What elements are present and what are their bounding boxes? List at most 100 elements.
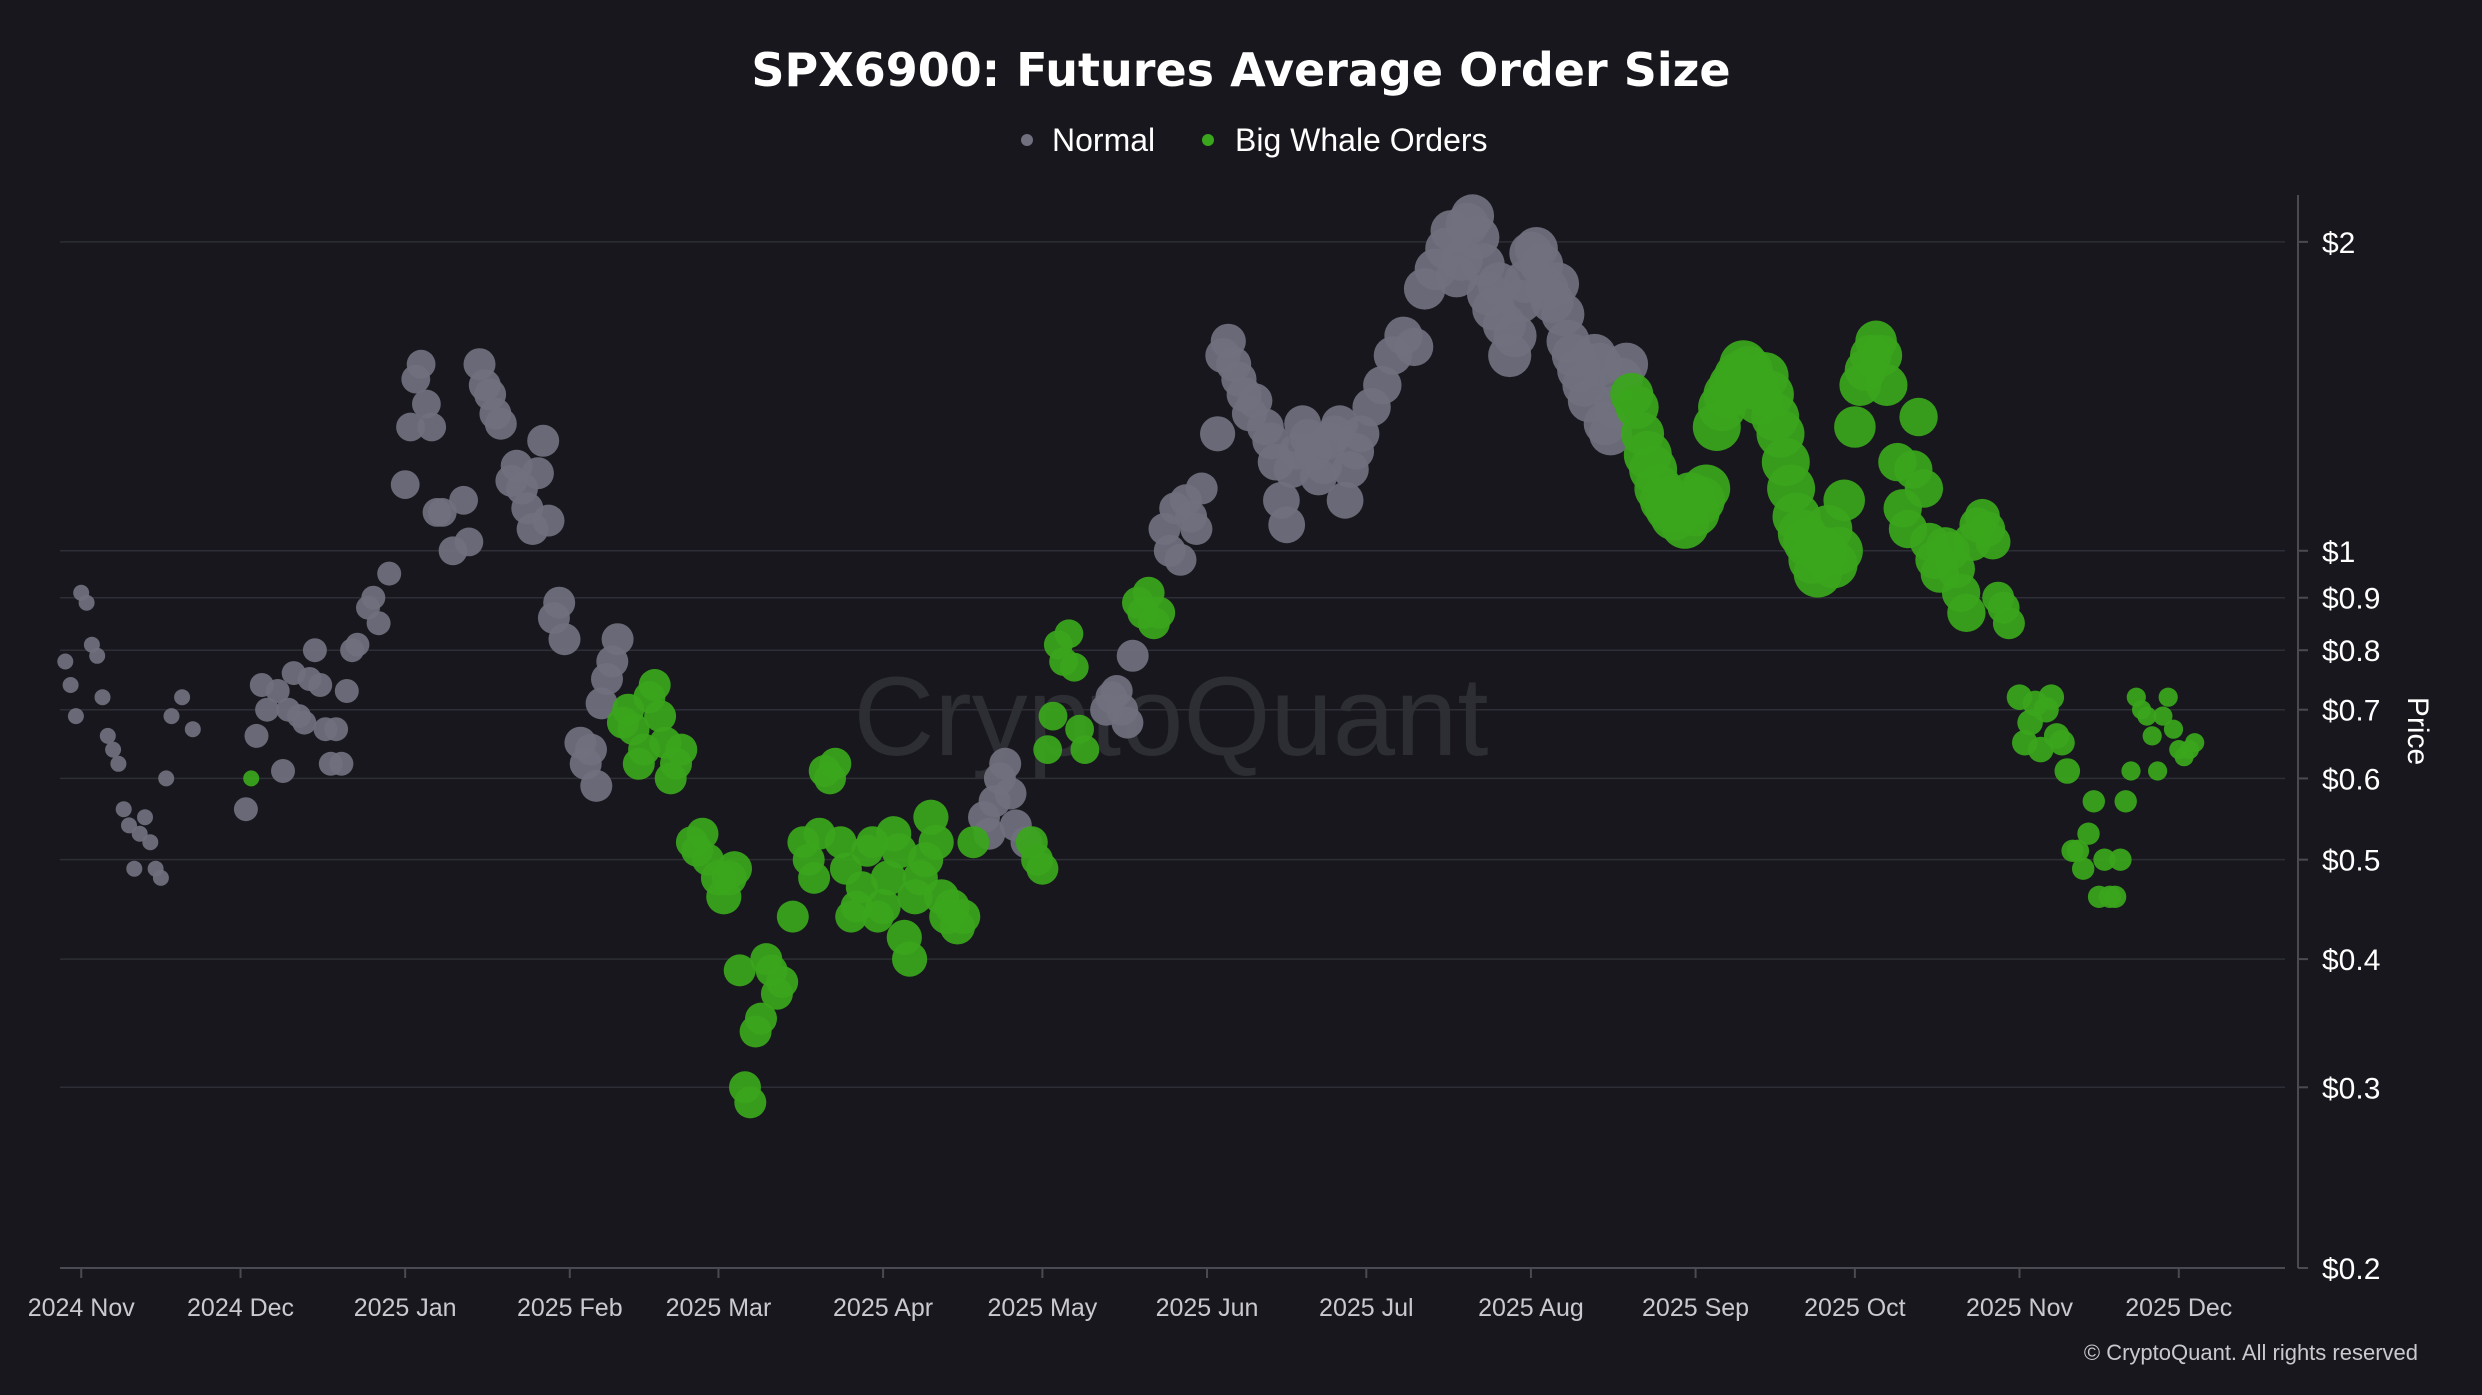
normal-order-point bbox=[105, 741, 122, 758]
big-whale-order-point bbox=[865, 889, 901, 925]
big-whale-order-point bbox=[1975, 524, 2011, 560]
normal-order-point bbox=[1493, 314, 1537, 358]
normal-order-point bbox=[412, 389, 441, 419]
legend: Normal Big Whale Orders bbox=[1021, 122, 1488, 158]
big-whale-order-point bbox=[2066, 839, 2090, 862]
y-tick-label: $0.2 bbox=[2322, 1253, 2380, 1286]
big-whale-order-point bbox=[745, 1002, 777, 1035]
x-tick-label: 2024 Dec bbox=[187, 1294, 294, 1322]
big-whale-order-point bbox=[638, 669, 671, 701]
big-whale-order-point bbox=[1823, 479, 1865, 522]
big-whale-order-point bbox=[2153, 706, 2173, 726]
normal-order-point bbox=[99, 727, 116, 744]
normal-order-point bbox=[62, 677, 79, 693]
normal-order-point bbox=[484, 407, 517, 440]
normal-order-point bbox=[152, 869, 169, 886]
big-whale-order-point bbox=[766, 966, 799, 998]
normal-order-point bbox=[390, 470, 420, 499]
x-ticks: 2024 Nov 2024 Dec 2025 Jan 2025 Feb 2025 Mar… bbox=[28, 1268, 2232, 1322]
normal-order-point bbox=[575, 733, 607, 766]
x-tick-label: 2025 Oct bbox=[1804, 1294, 1906, 1322]
big-whale-order-point bbox=[2072, 857, 2095, 880]
normal-order-point bbox=[601, 623, 634, 656]
normal-order-point bbox=[1111, 706, 1144, 739]
big-whale-order-point bbox=[2158, 687, 2178, 707]
normal-order-point bbox=[989, 747, 1022, 780]
y-tick-label: $0.9 bbox=[2322, 583, 2380, 616]
y-tick-label: $0.6 bbox=[2322, 763, 2380, 796]
x-tick-label: 2024 Nov bbox=[28, 1294, 136, 1322]
big-whale-order-point bbox=[824, 826, 857, 859]
normal-order-point bbox=[1326, 481, 1364, 519]
big-whale-order-point bbox=[1026, 852, 1059, 885]
normal-order-point bbox=[57, 653, 74, 670]
big-whale-order-point bbox=[819, 747, 852, 780]
normal-order-point bbox=[527, 424, 560, 457]
normal-order-point bbox=[174, 689, 191, 706]
big-whale-order-point bbox=[1865, 364, 1908, 407]
normal-order-point bbox=[89, 647, 106, 664]
big-whale-order-point bbox=[2142, 726, 2162, 746]
big-whale-order-point bbox=[2163, 719, 2184, 739]
big-whale-order-point bbox=[1059, 652, 1089, 682]
series-normal bbox=[57, 194, 1649, 886]
normal-order-point bbox=[244, 723, 269, 748]
normal-order-point bbox=[427, 498, 457, 527]
normal-order-point bbox=[110, 755, 127, 772]
big-whale-order-point bbox=[2109, 848, 2132, 871]
x-tick-label: 2025 Sep bbox=[1642, 1294, 1749, 1322]
normal-order-point bbox=[94, 689, 111, 706]
x-tick-label: 2025 Jan bbox=[354, 1294, 457, 1322]
legend-item-normal[interactable]: Normal bbox=[1021, 122, 1155, 158]
legend-marker-big-whale-orders bbox=[1202, 134, 1214, 146]
normal-order-point bbox=[585, 687, 618, 720]
big-whale-order-point bbox=[957, 826, 990, 859]
y-axis-label: Price bbox=[2401, 697, 2434, 765]
big-whale-order-point bbox=[798, 861, 831, 894]
big-whale-order-point bbox=[776, 900, 809, 933]
big-whale-order-point bbox=[2121, 761, 2141, 781]
watermark: CryptoQuant bbox=[854, 654, 1489, 779]
legend-label-big-whale-orders: Big Whale Orders bbox=[1235, 122, 1488, 158]
normal-order-point bbox=[396, 412, 425, 442]
big-whale-order-point bbox=[1947, 593, 1986, 632]
big-whale-order-point bbox=[686, 817, 719, 850]
normal-order-point bbox=[265, 679, 290, 703]
big-whale-order-point bbox=[1899, 397, 1938, 437]
normal-order-point bbox=[67, 708, 84, 725]
big-whale-order-point bbox=[2077, 822, 2100, 845]
normal-order-point bbox=[521, 457, 554, 490]
x-tick-label: 2025 Mar bbox=[666, 1294, 772, 1322]
normal-order-point bbox=[366, 611, 391, 636]
normal-order-point bbox=[580, 769, 613, 802]
legend-marker-normal bbox=[1021, 134, 1033, 146]
big-whale-order-point bbox=[2082, 790, 2105, 813]
normal-order-point bbox=[449, 485, 478, 515]
big-whale-order-point bbox=[945, 899, 981, 935]
big-whale-order-point bbox=[881, 833, 917, 869]
normal-order-point bbox=[1200, 416, 1236, 452]
normal-order-point bbox=[271, 759, 295, 783]
x-tick-label: 2025 Nov bbox=[1966, 1294, 2074, 1322]
normal-order-point bbox=[417, 412, 447, 442]
x-tick-label: 2025 May bbox=[988, 1294, 1098, 1322]
normal-order-point bbox=[1363, 366, 1402, 405]
big-whale-order-point bbox=[2137, 706, 2157, 726]
big-whale-order-point bbox=[2038, 684, 2065, 710]
y-tick-label: $0.3 bbox=[2322, 1072, 2380, 1105]
normal-order-point bbox=[406, 349, 436, 379]
big-whale-order-point bbox=[870, 860, 907, 896]
normal-order-point bbox=[532, 504, 565, 537]
normal-order-point bbox=[361, 585, 386, 610]
normal-order-point bbox=[308, 673, 333, 697]
big-whale-order-point bbox=[723, 954, 756, 987]
big-whale-order-point bbox=[1070, 735, 1100, 764]
normal-order-point bbox=[302, 638, 327, 663]
y-tick-label: $0.8 bbox=[2322, 635, 2380, 668]
legend-item-big-whale-orders[interactable]: Big Whale Orders bbox=[1202, 122, 1488, 158]
normal-order-point bbox=[137, 809, 153, 826]
normal-order-point bbox=[548, 623, 581, 656]
normal-order-point bbox=[543, 586, 576, 619]
normal-order-point bbox=[255, 697, 280, 722]
